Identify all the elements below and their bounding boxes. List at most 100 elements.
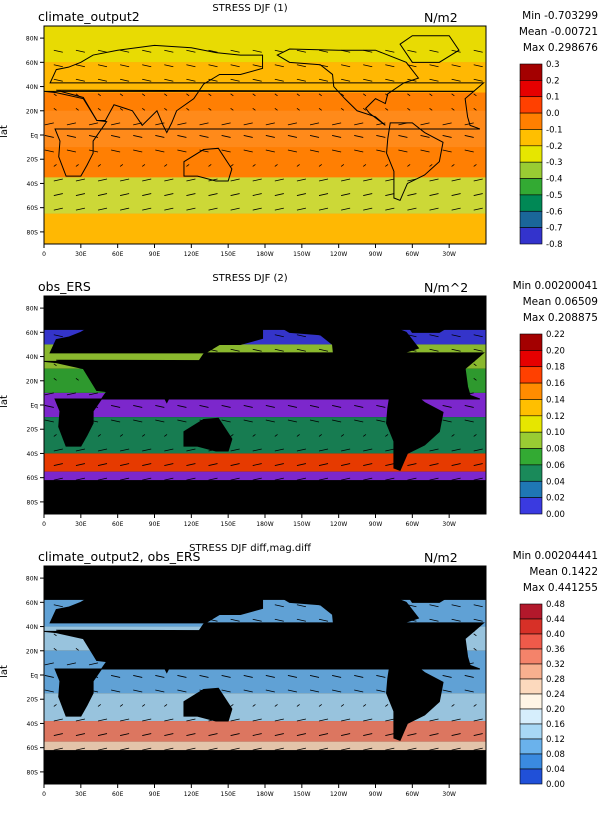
vector-arrow [97,334,108,338]
vector-arrow [230,434,234,437]
field-band [44,92,486,111]
vector-arrow [208,93,212,97]
vector-arrow [473,363,477,367]
lat-tick-label: 80N [26,36,38,43]
vector-arrow [208,633,212,637]
vector-arrow [363,64,373,68]
lon-tick-label: 60E [112,791,124,798]
vector-arrow [451,108,455,111]
vector-arrow [53,334,63,338]
vector-arrow [332,149,342,153]
vector-arrow [164,477,174,481]
vector-arrow [464,392,474,396]
vector-arrow [385,733,395,736]
colorbar-segment [519,227,543,245]
vector-arrow [177,122,187,126]
vector-arrow [208,207,218,211]
lon-tick-label: 150W [293,521,310,528]
stat-max: Max 0.298676 [522,42,598,54]
vector-arrow [111,662,121,666]
vector-arrow [230,718,240,722]
vector-arrow [230,477,240,481]
vector-arrow [252,633,256,637]
colorbar-label: -0.5 [546,191,563,201]
vector-arrow [177,405,187,408]
vector-arrow [75,93,79,97]
vector-arrow [429,747,439,751]
vector-arrow [296,108,300,111]
vector-arrow [451,164,455,167]
vector-arrow [186,434,190,437]
vector-arrow [75,747,86,751]
vector-arrow [142,718,152,722]
colorbar-label: -0.7 [546,224,563,234]
vector-arrow [252,463,262,466]
panel-title: STRESS DJF (1) [212,3,288,14]
vector-arrow [186,348,196,352]
vector-arrow [142,618,152,622]
vector-arrow [230,193,240,196]
vector-arrow [97,618,108,622]
vector-arrow [473,434,477,437]
lon-tick-label: 120W [330,251,347,258]
vector-arrow [208,448,218,452]
vector-arrow [429,648,433,651]
lon-tick-label: 150W [293,251,310,258]
vector-arrow [252,193,262,196]
lat-tick-label: 20S [27,697,39,704]
vector-arrow [274,618,284,622]
vector-arrow [296,64,307,68]
lon-tick-label: 60E [112,521,124,528]
vector-arrow [451,64,461,68]
vector-arrow [265,135,275,138]
vector-arrow [451,434,455,437]
vector-arrow [230,363,234,367]
vector-arrow [318,618,329,622]
panel-1: STRESS DJF (1) climate_output2 N/m2 Min … [0,0,606,266]
lon-tick-label: 150E [221,521,236,528]
vector-arrow [75,718,86,722]
vector-arrow [407,93,411,97]
lat-tick-label: 80S [27,499,39,506]
vector-arrow [75,633,79,637]
lat-tick-label: 80N [26,576,38,583]
vector-arrow [141,434,146,437]
vector-arrow [208,378,212,381]
map-plot: 80N 60N 40N 20N Eq 20S 40S 60S 80S 0 30E 60E 90E 120E… [26,25,563,258]
vector-arrow [341,463,351,466]
vector-arrow [362,93,367,97]
vector-arrow [473,448,483,452]
vector-arrow [363,78,373,82]
vector-arrow [429,164,433,167]
vector-arrow [199,419,209,423]
vector-arrow [420,149,430,153]
vector-arrow [177,662,187,666]
vector-arrow [97,477,108,481]
vector-arrow [88,135,99,138]
colorbar-label: -0.6 [546,207,563,217]
lat-tick-label: 40N [26,84,38,91]
panel-2: STRESS DJF (2) obs_ERS N/m^2 Min 0.00200… [0,270,606,536]
vector-arrow [75,78,86,82]
vector-arrow [473,378,477,381]
vector-arrow [398,689,408,693]
vector-arrow [155,689,165,693]
vector-arrow [186,704,190,707]
vector-arrow [341,733,351,736]
vector-arrow [429,207,439,211]
vector-arrow [53,704,57,707]
vector-arrow [341,193,351,196]
vector-arrow [44,419,54,423]
vector-arrow [473,718,483,722]
lon-tick-label: 90E [149,521,161,528]
vector-arrow [385,618,395,622]
colorbar-segment [519,129,543,147]
lat-tick-label: 20N [26,108,38,115]
vector-arrow [318,733,329,736]
vector-arrow [66,135,77,138]
colorbar-label: 0.20 [546,705,565,715]
colorbar-label: 0.04 [546,477,565,487]
vector-arrow [230,648,234,651]
vector-arrow [274,334,284,338]
vector-arrow [221,122,231,126]
